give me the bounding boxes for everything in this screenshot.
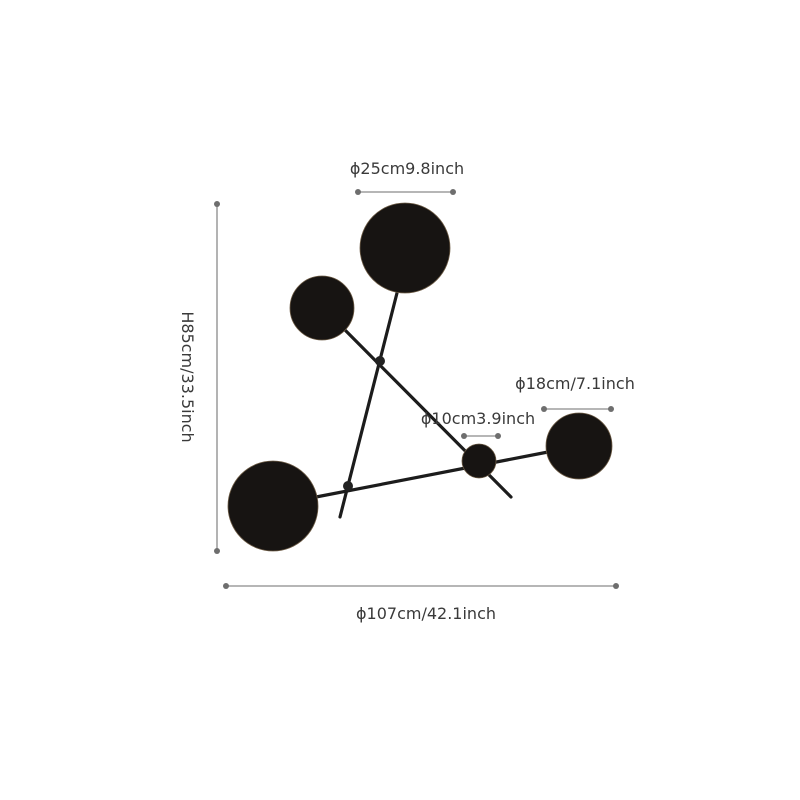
dimension-height: H85cm/33.5inch — [178, 201, 220, 554]
height-label: H85cm/33.5inch — [178, 311, 197, 442]
medium-disc-label: ϕ18cm/7.1inch — [515, 374, 635, 393]
disc-upper-left — [289, 275, 355, 341]
disc-right — [545, 412, 613, 480]
dimension-small-disc: ϕ10cm3.9inch — [421, 409, 535, 439]
joint-lower — [343, 481, 353, 491]
rod-vertical — [338, 291, 399, 519]
joint-upper — [375, 356, 385, 366]
width-label: ϕ107cm/42.1inch — [356, 604, 496, 623]
dimension-medium-disc: ϕ18cm/7.1inch — [515, 374, 635, 412]
lamp-discs — [227, 202, 613, 552]
small-disc-label: ϕ10cm3.9inch — [421, 409, 535, 428]
rod-horizontal — [314, 450, 550, 499]
dimension-width: ϕ107cm/42.1inch — [223, 583, 619, 623]
disc-large-top — [359, 202, 451, 294]
disc-bottom-left — [227, 460, 319, 552]
large-disc-label: ϕ25cm9.8inch — [350, 159, 464, 178]
disc-small-center — [461, 443, 497, 479]
dimension-large-disc: ϕ25cm9.8inch — [350, 159, 464, 195]
